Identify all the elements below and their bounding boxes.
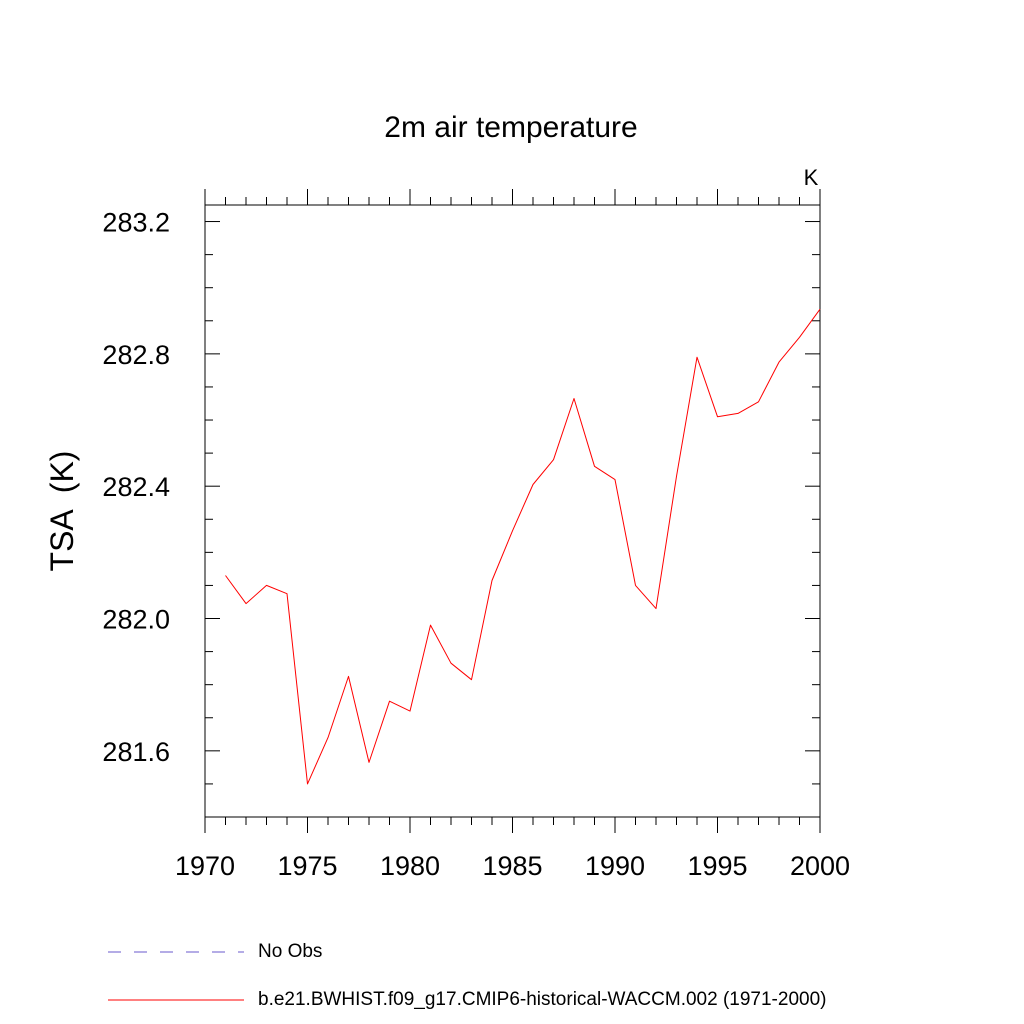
y-tick-label: 283.2 xyxy=(102,208,170,238)
legend-entry-no-obs: No Obs xyxy=(108,940,322,964)
series-layer xyxy=(225,308,821,785)
legend-swatch-dashed xyxy=(108,951,244,953)
x-tick-label: 1980 xyxy=(380,851,440,881)
legend-label: No Obs xyxy=(258,941,323,962)
x-tick-label: 1970 xyxy=(175,851,235,881)
series-line xyxy=(225,308,821,785)
plot-frame xyxy=(204,204,821,818)
axis-tick-labels: 1970 1975 1980 1985 1990 1995 2000 281.6 282.0 28… xyxy=(102,208,850,881)
x-tick-label: 1975 xyxy=(277,851,337,881)
legend-swatch-solid xyxy=(108,999,244,1001)
legend-entry-series: b.e21.BWHIST.f09_g17.CMIP6-historical-WA… xyxy=(108,988,826,1012)
y-tick-label: 282.8 xyxy=(102,340,170,370)
x-tick-label: 1990 xyxy=(585,851,645,881)
y-tick-label: 282.0 xyxy=(102,605,170,635)
legend-label: b.e21.BWHIST.f09_g17.CMIP6-historical-WA… xyxy=(258,989,827,1010)
x-tick-label: 2000 xyxy=(790,851,850,881)
units-label: K xyxy=(804,165,819,190)
y-axis-label: TSA (K) xyxy=(44,451,80,572)
x-tick-label: 1985 xyxy=(482,851,542,881)
axis-ticks xyxy=(204,189,821,833)
y-tick-label: 282.4 xyxy=(102,472,170,502)
x-tick-label: 1995 xyxy=(687,851,747,881)
y-tick-label: 281.6 xyxy=(102,737,170,767)
chart-title: 2m air temperature xyxy=(384,111,637,144)
